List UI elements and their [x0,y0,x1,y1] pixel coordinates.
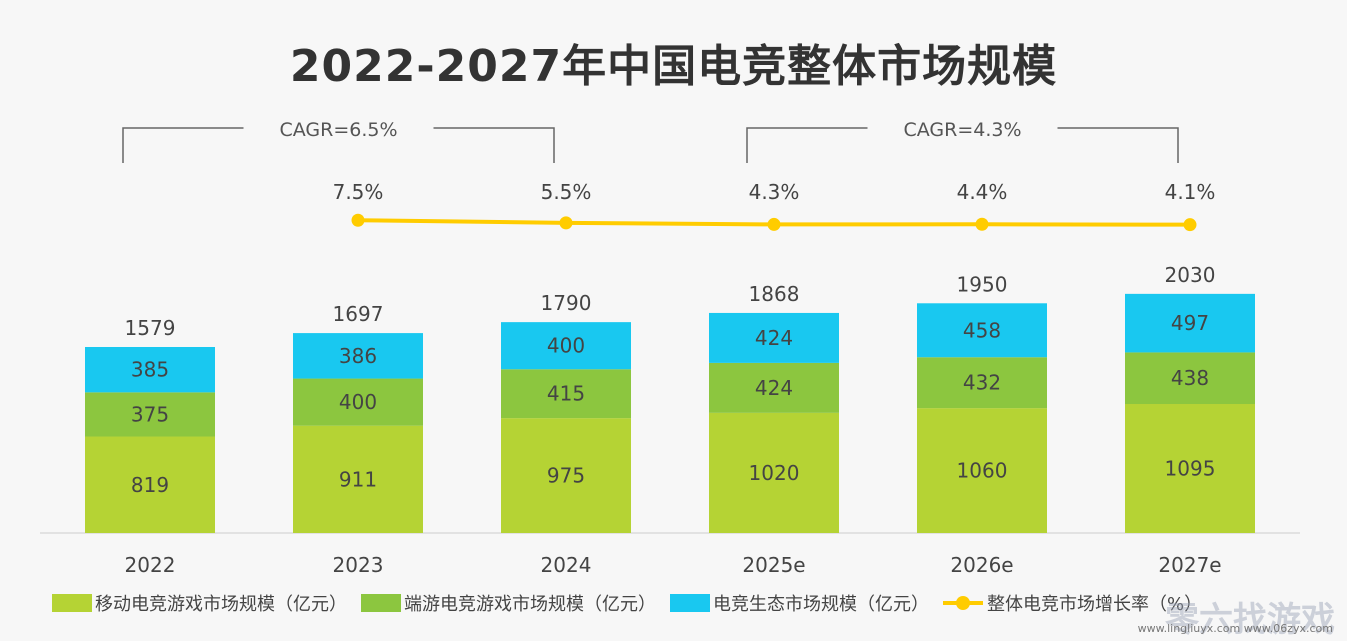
data-label: 458 [963,318,1001,342]
total-label: 1697 [333,302,384,326]
watermark-url: www.lingliuyx.com www.06zyx.com [1137,622,1333,635]
legend-label: 移动电竞游戏市场规模（亿元） [95,594,347,615]
growth-label: 4.4% [957,180,1008,204]
bar-segment [293,378,423,426]
data-label: 1020 [749,461,800,485]
legend-item-pc: 端游电竞游戏市场规模（亿元） [361,590,656,616]
data-label: 497 [1171,311,1209,335]
data-label: 1060 [957,459,1008,483]
bar-segment [709,312,839,363]
bar-segment [917,408,1047,533]
growth-point [767,217,781,231]
bar-segment [709,412,839,533]
legend-swatch [52,594,92,612]
cagr-label: CAGR=6.5% [279,119,397,141]
legend-item-mobile: 移动电竞游戏市场规模（亿元） [52,590,347,616]
bar-segment [293,425,423,533]
legend: 移动电竞游戏市场规模（亿元） 端游电竞游戏市场规模（亿元） 电竞生态市场规模（亿… [52,590,1216,616]
data-label: 911 [339,467,377,491]
data-label: 400 [339,390,377,414]
legend-swatch [361,594,401,612]
bar-segment [917,303,1047,358]
legend-swatch-line [943,594,983,612]
total-label: 1950 [957,272,1008,296]
cagr-bracket [746,127,1179,163]
x-tick-label: 2023 [333,553,384,577]
bar-segment [85,392,215,437]
legend-item-growth: 整体电竞市场增长率（%） [943,590,1202,616]
bar-segment [1125,404,1255,533]
x-tick-label: 2022 [125,553,176,577]
growth-point [559,216,573,230]
total-label: 1579 [125,316,176,340]
bar-segment [1125,293,1255,353]
growth-label: 4.3% [749,180,800,204]
legend-swatch [670,594,710,612]
legend-item-ecosystem: 电竞生态市场规模（亿元） [670,590,929,616]
growth-point [351,213,365,227]
total-label: 2030 [1165,263,1216,287]
data-label: 438 [1171,366,1209,390]
bar-segment [85,436,215,533]
watermark-logo: 零六找游戏 [1165,600,1335,640]
bar-segment [501,418,631,533]
x-tick-label: 2027e [1158,553,1221,577]
data-label: 386 [339,344,377,368]
total-label: 1790 [541,291,592,315]
growth-point [975,217,989,231]
total-label: 1868 [749,282,800,306]
data-label: 432 [963,371,1001,395]
cagr-label: CAGR=4.3% [903,119,1021,141]
bar-segment [501,369,631,419]
growth-label: 7.5% [333,180,384,204]
x-tick-label: 2026e [950,553,1013,577]
growth-point [1183,218,1197,232]
data-label: 1095 [1165,457,1216,481]
data-label: 385 [131,358,169,382]
data-label: 975 [547,464,585,488]
x-tick-label: 2025e [742,553,805,577]
data-label: 819 [131,473,169,497]
legend-label: 整体电竞市场增长率（%） [987,594,1203,615]
growth-label: 4.1% [1165,180,1216,204]
bar-segment [917,357,1047,409]
bar-segment [1125,352,1255,405]
legend-label: 电竞生态市场规模（亿元） [713,594,929,615]
data-label: 424 [755,326,793,350]
bar-segment [709,362,839,413]
bar-segment [293,333,423,379]
chart-title: 2022-2027年中国电竞整体市场规模 [289,41,1058,92]
legend-label: 端游电竞游戏市场规模（亿元） [404,594,656,615]
data-label: 375 [131,402,169,426]
bar-segment [85,346,215,393]
data-label: 400 [547,334,585,358]
data-label: 415 [547,382,585,406]
cagr-bracket [122,127,555,163]
data-label: 424 [755,376,793,400]
bar-segment [501,322,631,370]
x-tick-label: 2024 [541,553,592,577]
growth-label: 5.5% [541,180,592,204]
